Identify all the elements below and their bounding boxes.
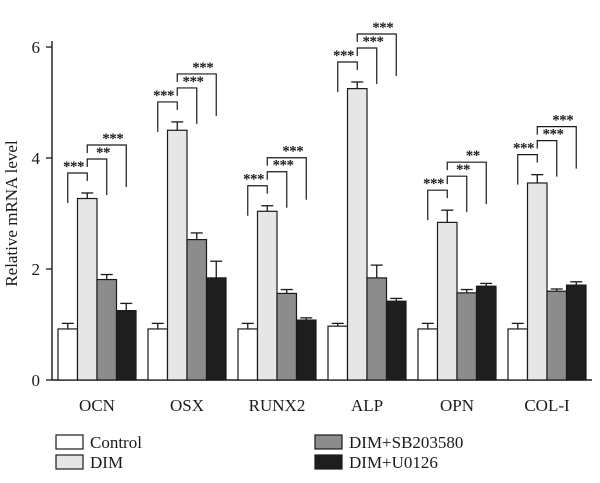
bar-dim-runx2 xyxy=(256,210,278,381)
legend-label: DIM+U0126 xyxy=(349,453,438,472)
y-tick-label: 2 xyxy=(32,260,41,279)
significance-bracket xyxy=(157,101,178,132)
significance-bracket xyxy=(427,189,448,221)
significance-stars: *** xyxy=(243,172,264,188)
significance-stars: ** xyxy=(466,148,480,164)
bar-dim-sb203580-alp xyxy=(366,277,388,381)
y-tick-label: 0 xyxy=(32,371,41,390)
y-axis-label: Relative mRNA level xyxy=(2,140,21,287)
significance-stars: *** xyxy=(543,127,564,143)
significance-bracket xyxy=(356,47,378,84)
bar-control-opn xyxy=(417,328,439,381)
significance-bracket xyxy=(337,61,358,92)
significance-stars: ** xyxy=(96,145,110,161)
significance-stars: *** xyxy=(183,74,204,90)
significance-bracket xyxy=(446,161,487,205)
significance-annotations: ****************************************… xyxy=(63,20,577,221)
significance-bracket xyxy=(67,172,88,203)
bar-dim-osx xyxy=(166,129,188,381)
significance-bracket xyxy=(86,158,108,195)
legend-swatch xyxy=(55,454,84,470)
bar-dim-alp xyxy=(346,88,368,381)
significance-stars: *** xyxy=(282,144,303,160)
significance-bracket xyxy=(247,185,268,216)
significance-bracket xyxy=(536,126,577,169)
y-tick-label: 6 xyxy=(32,38,41,57)
bar-control-osx xyxy=(147,328,169,381)
significance-stars: *** xyxy=(273,158,294,174)
bar-dim-sb203580-osx xyxy=(186,238,208,381)
significance-stars: *** xyxy=(513,141,534,157)
bar-dim-col-i xyxy=(526,182,548,381)
significance-stars: *** xyxy=(363,34,384,50)
significance-stars: *** xyxy=(102,131,123,147)
bar-dim-u0126-opn xyxy=(475,285,497,381)
significance-stars: *** xyxy=(153,88,174,104)
significance-stars: *** xyxy=(63,159,84,175)
axes: 0 2 4 6 Relative mRNA level OCN OSX RUNX2 ALP OPN… xyxy=(2,38,592,415)
bar-dim-u0126-alp xyxy=(385,300,407,381)
significance-bracket xyxy=(446,175,468,213)
significance-stars: ** xyxy=(456,162,470,178)
legend-label: DIM xyxy=(90,453,123,472)
bar-dim-opn xyxy=(436,221,458,381)
x-tick-label: RUNX2 xyxy=(249,396,306,415)
bar-control-alp xyxy=(327,325,349,381)
legend-label: Control xyxy=(90,433,142,452)
bar-dim-sb203580-ocn xyxy=(96,278,118,381)
bar-control-ocn xyxy=(57,328,79,381)
x-tick-label: ALP xyxy=(351,396,383,415)
significance-bracket xyxy=(86,144,127,187)
bar-dim-u0126-ocn xyxy=(115,310,137,381)
legend-swatch xyxy=(314,454,343,470)
bar-dim-ocn xyxy=(76,197,98,381)
bar-control-runx2 xyxy=(237,328,259,381)
significance-bracket xyxy=(176,87,198,124)
significance-bracket xyxy=(266,171,288,208)
y-tick-label: 4 xyxy=(32,149,41,168)
x-tick-label: COL-I xyxy=(524,396,570,415)
bar-dim-sb203580-runx2 xyxy=(276,292,298,381)
significance-bracket xyxy=(266,157,307,200)
significance-stars: *** xyxy=(372,20,393,36)
significance-stars: *** xyxy=(192,60,213,76)
x-tick-label: OPN xyxy=(440,396,474,415)
legend-label: DIM+SB203580 xyxy=(349,433,463,452)
bar-dim-u0126-col-i xyxy=(565,284,587,381)
bar-control-col-i xyxy=(507,328,529,381)
significance-stars: *** xyxy=(333,48,354,64)
bars xyxy=(57,81,587,381)
significance-bracket xyxy=(356,33,397,76)
bar-dim-sb203580-opn xyxy=(456,292,478,381)
bar-dim-u0126-runx2 xyxy=(295,319,317,381)
bar-dim-u0126-osx xyxy=(205,277,227,381)
legend-swatch xyxy=(314,434,343,450)
significance-stars: *** xyxy=(552,113,573,129)
x-tick-label: OSX xyxy=(170,396,204,415)
significance-stars: *** xyxy=(423,176,444,192)
significance-bracket xyxy=(517,154,538,185)
x-tick-label: OCN xyxy=(79,396,115,415)
significance-bracket xyxy=(536,140,558,177)
bar-dim-sb203580-col-i xyxy=(546,290,568,381)
significance-bracket xyxy=(176,73,217,116)
legend-swatch xyxy=(55,434,84,450)
